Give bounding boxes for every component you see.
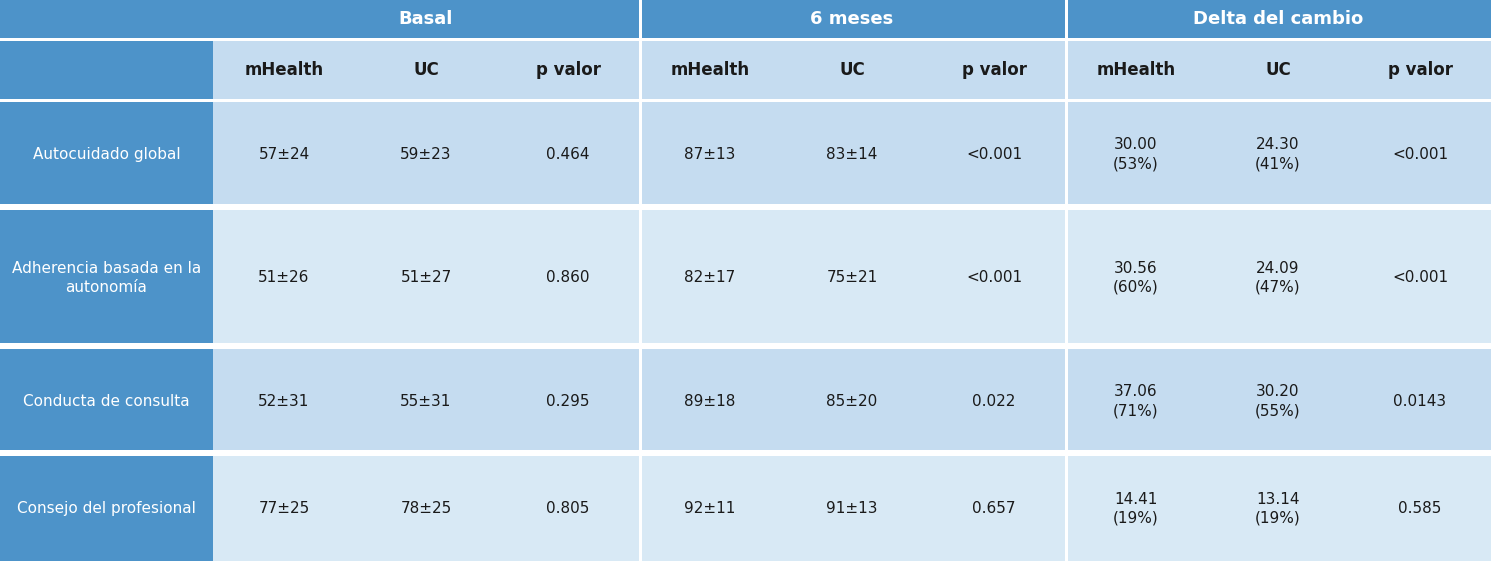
Bar <box>640 210 643 346</box>
Bar <box>1065 456 1068 561</box>
Text: 14.41
(19%): 14.41 (19%) <box>1114 491 1159 526</box>
Text: 57±24: 57±24 <box>258 147 310 162</box>
Bar <box>640 41 643 99</box>
Text: 13.14
(19%): 13.14 (19%) <box>1255 491 1300 526</box>
Text: 6 meses: 6 meses <box>811 10 893 28</box>
Text: 0.464: 0.464 <box>546 147 590 162</box>
Text: mHealth: mHealth <box>245 61 324 79</box>
Text: p valor: p valor <box>535 61 601 79</box>
Text: 30.20
(55%): 30.20 (55%) <box>1255 384 1300 418</box>
Bar <box>1065 210 1068 346</box>
Bar <box>1065 349 1068 453</box>
Text: mHealth: mHealth <box>1096 61 1175 79</box>
Text: 0.295: 0.295 <box>546 393 590 408</box>
Bar <box>640 0 643 38</box>
Text: Conducta de consulta: Conducta de consulta <box>24 393 189 408</box>
Text: 0.657: 0.657 <box>972 501 1015 516</box>
Text: 30.00
(53%): 30.00 (53%) <box>1114 137 1159 172</box>
Bar <box>640 349 643 453</box>
Text: 59±23: 59±23 <box>400 147 452 162</box>
Text: 0.585: 0.585 <box>1399 501 1442 516</box>
Bar <box>1065 41 1068 99</box>
Bar <box>0 102 213 206</box>
Text: 91±13: 91±13 <box>826 501 878 516</box>
Text: 77±25: 77±25 <box>258 501 310 516</box>
Text: 55±31: 55±31 <box>400 393 452 408</box>
Text: 51±27: 51±27 <box>401 270 452 285</box>
Bar <box>213 349 1491 453</box>
Bar <box>640 102 643 206</box>
Text: 24.09
(47%): 24.09 (47%) <box>1255 260 1300 295</box>
Text: 30.56
(60%): 30.56 (60%) <box>1114 260 1159 295</box>
Bar <box>1065 102 1068 206</box>
Text: 83±14: 83±14 <box>826 147 878 162</box>
Text: <0.001: <0.001 <box>966 147 1021 162</box>
Text: 0.0143: 0.0143 <box>1394 393 1446 408</box>
Text: <0.001: <0.001 <box>1393 270 1448 285</box>
Text: Delta del cambio: Delta del cambio <box>1193 10 1363 28</box>
Bar <box>0 204 1491 206</box>
Text: <0.001: <0.001 <box>1393 147 1448 162</box>
Bar <box>0 41 213 99</box>
Bar <box>0 450 1491 453</box>
Bar <box>213 102 1491 206</box>
Bar <box>640 456 643 561</box>
Text: UC: UC <box>1266 61 1291 79</box>
Text: 85±20: 85±20 <box>826 393 878 408</box>
Bar <box>0 38 1491 41</box>
Bar <box>0 0 1491 38</box>
Text: Adherencia basada en la
autonomía: Adherencia basada en la autonomía <box>12 260 201 295</box>
Text: 92±11: 92±11 <box>684 501 735 516</box>
Bar <box>213 210 1491 346</box>
Bar <box>0 456 213 561</box>
Text: 87±13: 87±13 <box>684 147 735 162</box>
Bar <box>0 349 213 453</box>
Text: 51±26: 51±26 <box>258 270 310 285</box>
Text: 82±17: 82±17 <box>684 270 735 285</box>
Bar <box>213 456 1491 561</box>
Text: Basal: Basal <box>398 10 453 28</box>
Bar <box>213 41 1491 99</box>
Text: 0.805: 0.805 <box>546 501 589 516</box>
Text: 75±21: 75±21 <box>826 270 878 285</box>
Bar <box>0 343 1491 346</box>
Text: p valor: p valor <box>962 61 1026 79</box>
Text: p valor: p valor <box>1388 61 1452 79</box>
Text: UC: UC <box>413 61 438 79</box>
Text: <0.001: <0.001 <box>966 270 1021 285</box>
Text: mHealth: mHealth <box>671 61 750 79</box>
Text: 52±31: 52±31 <box>258 393 310 408</box>
Text: 78±25: 78±25 <box>401 501 452 516</box>
Bar <box>1065 0 1068 38</box>
Bar <box>0 99 1491 102</box>
Text: 0.860: 0.860 <box>546 270 590 285</box>
Text: Autocuidado global: Autocuidado global <box>33 147 180 162</box>
Text: 0.022: 0.022 <box>972 393 1015 408</box>
Text: 89±18: 89±18 <box>684 393 735 408</box>
Text: UC: UC <box>839 61 865 79</box>
Text: Consejo del profesional: Consejo del profesional <box>16 501 195 516</box>
Text: 37.06
(71%): 37.06 (71%) <box>1114 384 1159 418</box>
Bar <box>0 210 213 346</box>
Text: 24.30
(41%): 24.30 (41%) <box>1255 137 1300 172</box>
